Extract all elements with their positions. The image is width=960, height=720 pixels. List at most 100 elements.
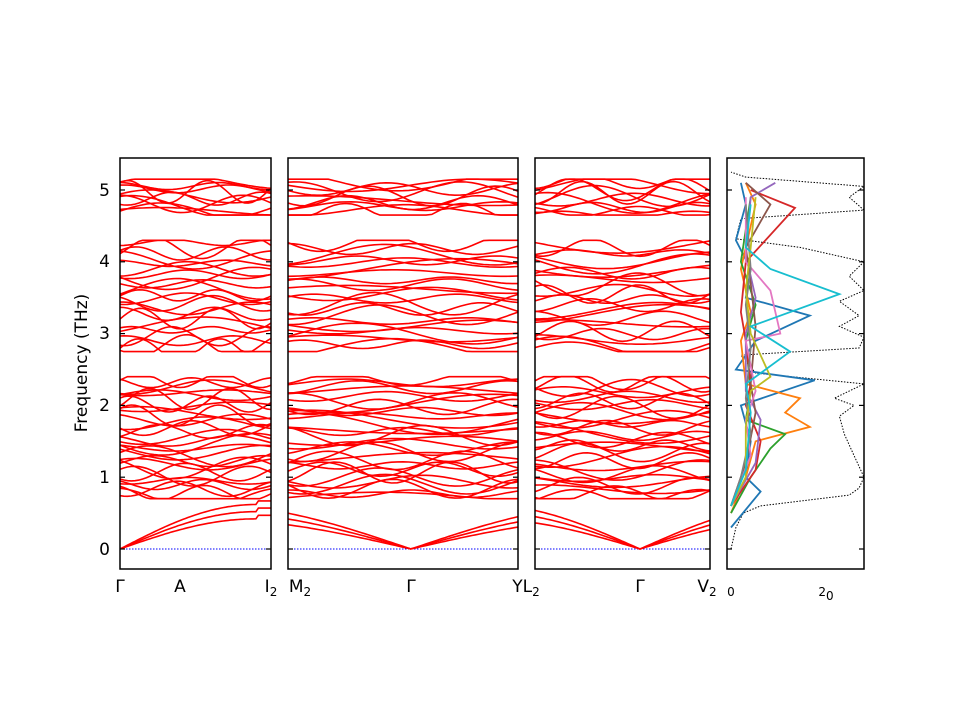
- band-line: [288, 379, 518, 395]
- ytick-label: 3: [99, 324, 110, 344]
- xtick-label: V2: [697, 577, 716, 599]
- band-line: [288, 180, 518, 203]
- acoustic-branch: [288, 512, 518, 550]
- band-line: [535, 253, 710, 275]
- band-line: [288, 435, 518, 447]
- xtick-label: 0: [727, 585, 735, 599]
- xtick-label: Γ: [635, 577, 645, 597]
- band-line: [288, 339, 518, 350]
- ytick-label: 4: [99, 252, 110, 272]
- ytick-label: 0: [99, 540, 110, 560]
- band-line: [535, 378, 710, 398]
- band-line: [120, 428, 271, 446]
- band-line: [535, 439, 710, 452]
- band-line: [535, 192, 710, 207]
- band-line: [288, 411, 518, 420]
- tick-marks: [120, 189, 271, 550]
- band-line: [120, 206, 271, 216]
- band-line: [120, 178, 271, 190]
- band-line: [120, 416, 271, 431]
- projected-dos-line: [730, 204, 752, 507]
- band-lines: [535, 178, 710, 550]
- band-line: [535, 239, 710, 258]
- xtick-label: A: [174, 577, 186, 597]
- band-line: [288, 202, 518, 216]
- band-line: [535, 419, 710, 428]
- acoustic-branch: [120, 514, 271, 550]
- band-line: [288, 489, 518, 499]
- band-line: [120, 259, 271, 268]
- band-line: [120, 246, 271, 261]
- band-line: [535, 460, 710, 472]
- band-line: [535, 249, 710, 257]
- xtick-label: Γ: [115, 577, 125, 597]
- band-line: [120, 389, 271, 397]
- acoustic-branch: [535, 515, 710, 550]
- band-line: [120, 181, 271, 191]
- band-line: [535, 421, 710, 445]
- band-line: [288, 181, 518, 197]
- band-line: [120, 476, 271, 485]
- band-line: [535, 320, 710, 343]
- band-line: [535, 184, 710, 208]
- ytick-label: 2: [99, 396, 110, 416]
- band-line: [120, 337, 271, 353]
- band-line: [288, 293, 518, 304]
- y-axis-label: Frequency (THz): [72, 294, 92, 433]
- band-line: [535, 398, 710, 411]
- band-line: [120, 269, 271, 280]
- band-line: [288, 424, 518, 447]
- tick-marks: [288, 189, 518, 550]
- band-line: [288, 203, 518, 216]
- acoustic-branch: [120, 500, 271, 550]
- band-line: [535, 303, 710, 324]
- band-line: [120, 389, 271, 402]
- band-line: [120, 456, 271, 480]
- band-line: [288, 474, 518, 489]
- xtick-label: 20: [818, 585, 833, 603]
- band-line: [288, 393, 518, 414]
- band-line: [120, 434, 271, 447]
- projected-dos-line: [730, 182, 813, 514]
- band-line: [120, 191, 271, 206]
- band-line: [535, 178, 710, 202]
- dos-lines: [730, 171, 864, 550]
- band-line: [535, 178, 710, 195]
- band-line: [120, 307, 271, 330]
- band-line: [120, 454, 271, 468]
- band-line: [288, 257, 518, 269]
- band-line: [288, 390, 518, 402]
- band-line: [288, 451, 518, 463]
- band-line: [120, 413, 271, 427]
- band-line: [535, 386, 710, 399]
- band-line: [288, 278, 518, 292]
- band-line: [288, 426, 518, 435]
- xtick-label: Γ: [406, 577, 416, 597]
- acoustic-branch: [535, 522, 710, 550]
- dos-panel: 0 20: [726, 157, 865, 603]
- band-line: [535, 409, 710, 429]
- band-line: [288, 426, 518, 437]
- band-line: [535, 473, 710, 483]
- band-line: [120, 484, 271, 500]
- panel-frame: [119, 157, 272, 570]
- band-line: [288, 319, 518, 333]
- panel-frame: [287, 157, 519, 570]
- total-dos-line: [730, 171, 864, 550]
- projected-dos-line: [730, 204, 843, 507]
- band-line: [288, 291, 518, 316]
- panel-frame: [726, 157, 865, 570]
- band-line: [535, 327, 710, 341]
- ytick-label: 1: [99, 468, 110, 488]
- band-line: [535, 395, 710, 420]
- acoustic-branch: [288, 524, 518, 550]
- band-line: [288, 385, 518, 395]
- band-line: [120, 444, 271, 468]
- band-line: [288, 178, 518, 192]
- band-line: [288, 243, 518, 266]
- band-line: [120, 278, 271, 289]
- band-line: [120, 306, 271, 322]
- band-line: [120, 444, 271, 461]
- band-line: [535, 251, 710, 270]
